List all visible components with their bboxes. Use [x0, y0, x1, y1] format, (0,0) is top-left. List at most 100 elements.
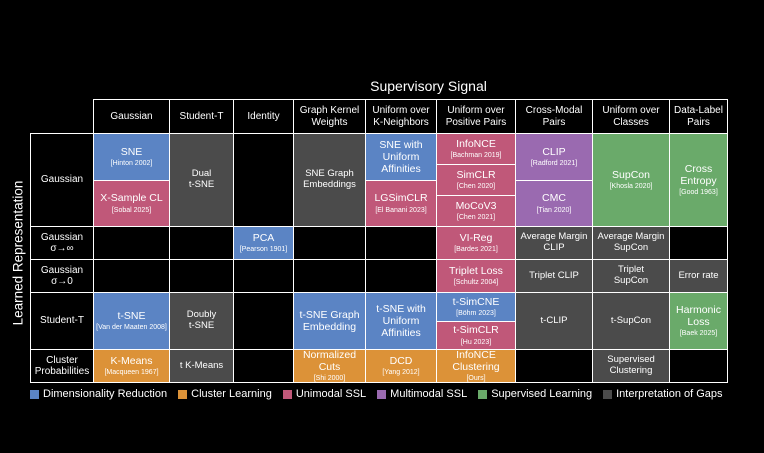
method-citation: [Chen 2021]	[456, 214, 496, 221]
row-header: Gaussian	[30, 133, 94, 227]
legend-swatch	[377, 389, 387, 399]
method-citation: [Hinton 2002]	[110, 160, 153, 167]
method-cell: Doubly t-SNE	[169, 292, 234, 350]
column-header: Gaussian	[93, 99, 170, 134]
column-header: Uniform over Classes	[592, 99, 670, 134]
column-header: Identity	[233, 99, 294, 134]
row-header: Gaussian σ→0	[30, 259, 94, 293]
method-name: t-CLIP	[540, 314, 568, 326]
column-header: Student-T	[169, 99, 234, 134]
method-citation: [Schultz 2004]	[453, 279, 499, 286]
legend-item: Supervised Learning	[478, 388, 592, 400]
method-name: Triplet Loss	[449, 264, 503, 277]
column-header: Uniform over Positive Pairs	[436, 99, 516, 134]
method-cell: DCD [Yang 2012]	[365, 349, 437, 383]
row-header-line: Gaussian	[40, 264, 84, 276]
empty-cell	[515, 349, 593, 383]
method-citation: [Van der Maaten 2008]	[96, 324, 167, 331]
legend-label: Dimensionality Reduction	[43, 388, 168, 400]
method-citation: [Bachman 2019]	[450, 152, 502, 159]
method-name: MoCoV3	[455, 199, 497, 212]
empty-cell	[293, 226, 366, 260]
method-cell: t-SupCon	[592, 292, 670, 350]
method-cell: CMC [Tian 2020]	[515, 180, 593, 227]
column-header-label: Uniform over Positive Pairs	[445, 105, 507, 128]
legend-swatch	[178, 389, 188, 399]
method-cell: t-SimCNE [Böhm 2023]	[436, 292, 516, 322]
method-name: Average Margin SupCon	[597, 231, 665, 253]
method-citation: [Sobal 2025]	[111, 206, 152, 214]
method-cell: SNE [Hinton 2002]	[93, 133, 170, 181]
method-cell: Normalized Cuts [Shi 2000]	[293, 349, 366, 383]
legend: Dimensionality Reduction Cluster Learning…	[30, 385, 750, 403]
method-cell: LGSimCLR [El Banani 2023]	[365, 180, 437, 227]
method-name: Average Margin CLIP	[520, 231, 588, 253]
method-name: DCD	[389, 354, 413, 367]
legend-label: Multimodal SSL	[390, 388, 468, 400]
column-header-label: Data-Label Pairs	[674, 105, 723, 128]
method-cell: Triplet SupCon	[592, 259, 670, 293]
method-name: Error rate	[678, 269, 719, 281]
legend-swatch	[603, 389, 613, 399]
method-cell: Cross Entropy [Good 1963]	[669, 133, 728, 227]
method-citation: [Hu 2023]	[460, 338, 492, 346]
method-name: InfoNCE	[456, 137, 496, 150]
column-header: Data-Label Pairs	[669, 99, 728, 134]
row-header-line: Student-T	[40, 315, 84, 327]
row-header-line: Gaussian	[40, 231, 84, 243]
method-citation: [Yang 2012]	[382, 369, 420, 376]
method-cell: Supervised Clustering	[592, 349, 670, 383]
method-name: SNE Graph Embeddings	[303, 168, 356, 190]
method-cell: K-Means [Macqueen 1967]	[93, 349, 170, 383]
row-header-line: Cluster	[46, 354, 78, 366]
method-cell: MoCoV3 [Chen 2021]	[436, 195, 516, 227]
method-name: t-SNE with Uniform Affinities	[376, 302, 426, 340]
method-name: VI-Reg	[459, 231, 493, 244]
method-name: K-Means	[110, 354, 153, 367]
empty-cell	[93, 226, 170, 260]
method-cell: Dual t-SNE	[169, 133, 234, 227]
empty-cell	[669, 349, 728, 383]
method-name: t-SimCLR	[453, 324, 499, 337]
empty-cell	[669, 226, 728, 260]
column-header-label: Gaussian	[110, 110, 153, 122]
method-name: t-SNE	[117, 309, 146, 322]
column-header-label: Identity	[247, 110, 280, 122]
column-header-label: Cross-Modal Pairs	[525, 105, 583, 128]
method-cell: InfoNCE Clustering [Ours]	[436, 349, 516, 383]
column-header: Cross-Modal Pairs	[515, 99, 593, 134]
empty-cell	[365, 259, 437, 293]
method-cell: Triplet CLIP	[515, 259, 593, 293]
method-name: CLIP	[542, 145, 566, 158]
method-cell: Triplet Loss [Schultz 2004]	[436, 259, 516, 293]
method-name: t K-Means	[179, 359, 224, 371]
method-cell: t-SNE with Uniform Affinities	[365, 292, 437, 350]
column-header-label: Uniform over K-Neighbors	[372, 105, 430, 128]
column-header: Uniform over K-Neighbors	[365, 99, 437, 134]
empty-cell	[169, 226, 234, 260]
method-name: Dual t-SNE	[188, 168, 215, 190]
method-name: InfoNCE Clustering	[452, 348, 500, 373]
method-citation: [Chen 2020]	[456, 183, 496, 190]
column-header-label: Graph Kernel Weights	[299, 105, 360, 128]
row-header-line: Probabilities	[34, 366, 90, 377]
method-name: Triplet SupCon	[613, 264, 649, 286]
row-header-line: Gaussian	[40, 174, 84, 186]
method-cell: SimCLR [Chen 2020]	[436, 164, 516, 196]
method-cell: Average Margin SupCon	[592, 226, 670, 260]
column-header-label: Uniform over Classes	[602, 105, 660, 128]
legend-swatch	[30, 389, 39, 399]
method-citation: [Bardes 2021]	[454, 246, 498, 253]
row-header: Cluster Probabilities	[30, 349, 94, 383]
legend-item: Unimodal SSL	[282, 388, 366, 400]
empty-cell	[365, 226, 437, 260]
method-name: Normalized Cuts	[302, 348, 357, 373]
method-cell: t-SNE [Van der Maaten 2008]	[93, 292, 170, 350]
empty-cell	[233, 259, 294, 293]
method-cell: t-SNE Graph Embedding	[293, 292, 366, 350]
empty-cell	[233, 349, 294, 383]
method-name: SupCon	[612, 168, 650, 181]
legend-label: Cluster Learning	[191, 388, 272, 400]
method-name: X-Sample CL	[100, 192, 163, 205]
method-cell: PCA [Pearson 1901]	[233, 226, 294, 260]
